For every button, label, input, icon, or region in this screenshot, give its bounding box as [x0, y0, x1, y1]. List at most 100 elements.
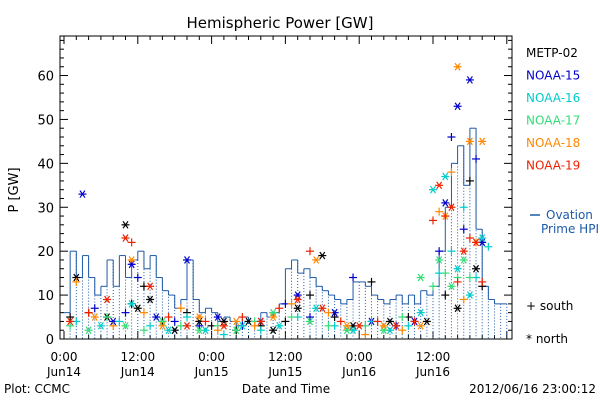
asterisk-stroke: [294, 295, 301, 304]
data-point-noaa-17-south: [429, 282, 437, 291]
data-point-noaa-15-south: [472, 154, 481, 163]
data-point-noaa-16-south: [459, 203, 468, 212]
data-point-noaa-17-north: [84, 326, 93, 335]
asterisk-stroke: [153, 313, 160, 321]
data-point-noaa-17-north: [121, 321, 130, 330]
x-tick-time-label: 0:00: [198, 350, 225, 364]
asterisk-stroke: [473, 238, 480, 247]
y-axis: 0 10 20 30 40 50 60: [37, 39, 512, 348]
asterisk-stroke: [386, 317, 393, 326]
data-point-noaa-18-south: [435, 207, 444, 216]
legend-entry-noaa-17: NOAA-17: [526, 114, 580, 128]
data-point-noaa-15-north: [152, 313, 161, 321]
asterisk-stroke: [239, 321, 246, 330]
data-point-noaa-15-south: [133, 273, 142, 282]
data-point-noaa-15-north: [78, 190, 87, 198]
data-point-noaa-19-south: [84, 308, 93, 317]
x-tick-time-label: 12:00: [416, 350, 451, 364]
asterisk-stroke: [417, 308, 424, 317]
data-point-noaa-18-north: [453, 62, 462, 71]
data-point-noaa-19-north: [293, 295, 302, 304]
data-point-noaa-18-north: [312, 256, 321, 264]
y-tick-label: 60: [37, 70, 54, 85]
data-point-noaa-17-north: [195, 326, 204, 335]
data-point-noaa-17-north: [232, 326, 241, 335]
x-tick-time-label: 0:00: [51, 350, 78, 364]
y-tick-label: 0: [46, 333, 54, 348]
data-point-noaa-16-south: [484, 242, 493, 251]
data-point-noaa-18-north: [195, 313, 204, 321]
data-point-noaa-18-south: [139, 308, 148, 317]
data-point-noaa-18-south: [459, 295, 468, 304]
asterisk-stroke: [448, 282, 455, 291]
asterisk-stroke: [73, 273, 80, 282]
data-point-noaa-17-north: [416, 273, 425, 282]
data-point-metp-02-north: [422, 317, 431, 326]
asterisk-stroke: [67, 317, 74, 326]
x-tick-date-label: Jun16: [341, 365, 376, 379]
x-tick-date-label: Jun14: [120, 365, 155, 379]
data-point-noaa-19-south: [238, 313, 247, 322]
data-point-metp-02-north: [146, 295, 155, 304]
asterisk-stroke: [466, 137, 473, 146]
data-point-noaa-18-north: [158, 321, 167, 330]
data-point-metp-02-north: [453, 304, 462, 313]
data-point-noaa-19-north: [66, 317, 75, 326]
data-point-metp-02-north: [72, 273, 81, 282]
data-point-noaa-16-north: [127, 300, 136, 308]
data-point-noaa-18-south: [361, 330, 370, 339]
asterisk-stroke: [436, 181, 443, 190]
x-tick-time-label: 12:00: [268, 350, 303, 364]
data-point-noaa-16-north: [441, 172, 450, 181]
legend-entry-metp-02: METP-02: [526, 46, 578, 60]
data-point-noaa-16-north: [416, 308, 425, 317]
data-point-noaa-15-south: [195, 321, 204, 330]
data-point-noaa-15-south: [170, 317, 179, 326]
y-tick-label: 20: [37, 245, 54, 260]
data-point-noaa-17-north: [459, 256, 468, 264]
data-point-noaa-19-north: [219, 321, 228, 330]
asterisk-stroke: [104, 295, 111, 304]
data-point-noaa-18-south: [72, 277, 81, 286]
x-tick-time-label: 0:00: [346, 350, 373, 364]
asterisk-stroke: [233, 317, 240, 326]
data-point-metp-02-south: [330, 313, 339, 322]
data-point-noaa-16-north: [478, 234, 487, 242]
data-point-noaa-15-north: [213, 313, 222, 321]
data-point-noaa-19-south: [336, 317, 345, 326]
asterisk-stroke: [343, 321, 350, 330]
asterisk-stroke: [380, 321, 387, 330]
data-point-noaa-17-north: [306, 317, 314, 326]
data-point-noaa-17-south: [398, 313, 407, 322]
data-point-noaa-15-south: [435, 247, 444, 256]
asterisk-stroke: [276, 321, 283, 330]
data-point-noaa-19-south: [306, 247, 314, 256]
y-tick-label: 40: [37, 157, 54, 172]
legend-entry-noaa-15: NOAA-15: [526, 69, 580, 83]
data-point-noaa-17-south: [139, 326, 148, 335]
plot-frame: [59, 35, 513, 340]
data-point-noaa-19-south: [373, 317, 382, 326]
data-point-noaa-18-north: [416, 321, 425, 330]
asterisk-stroke: [171, 326, 178, 335]
asterisk-stroke: [466, 291, 473, 299]
data-point-noaa-19-north: [256, 317, 265, 326]
x-tick-date-label: Jun15: [194, 365, 229, 379]
data-point-noaa-18-north: [379, 321, 388, 330]
asterisk-stroke: [350, 326, 357, 335]
data-point-noaa-17-south: [465, 273, 474, 282]
data-point-metp-02-south: [441, 291, 450, 300]
data-point-noaa-19-south: [453, 277, 462, 286]
data-point-noaa-15-north: [183, 256, 191, 264]
data-point-noaa-19-south: [275, 304, 284, 313]
data-point-noaa-15-north: [453, 102, 462, 111]
legend-south-marker: + south: [526, 299, 573, 313]
x-tick-date-label: Jun15: [267, 365, 302, 379]
x-tick-date-label: Jun14: [46, 365, 81, 379]
data-point-noaa-19-south: [201, 317, 210, 326]
data-point-metp-02-north: [269, 326, 278, 335]
asterisk-stroke: [220, 321, 227, 330]
asterisk-stroke: [257, 317, 264, 326]
data-point-noaa-16-north: [429, 185, 437, 194]
